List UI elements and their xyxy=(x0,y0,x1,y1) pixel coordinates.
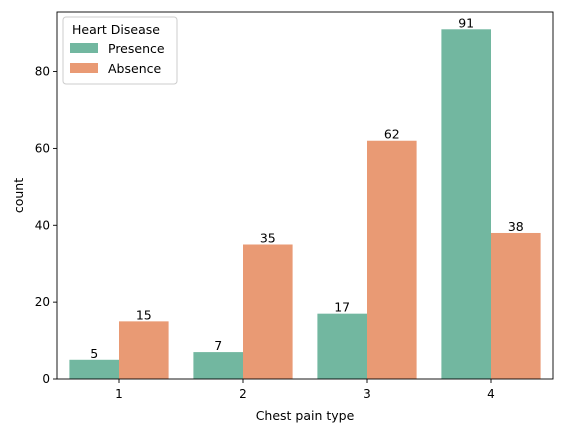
y-axis-title: count xyxy=(11,178,26,213)
x-tick-label: 3 xyxy=(363,387,371,401)
bar-absence-4 xyxy=(491,232,541,379)
y-tick-label: 60 xyxy=(35,141,50,155)
y-tick-label: 40 xyxy=(35,218,50,232)
x-tick-label: 4 xyxy=(487,387,495,401)
x-axis-title: Chest pain type xyxy=(256,408,355,423)
x-tick-label: 1 xyxy=(115,387,123,401)
legend-title: Heart Disease xyxy=(72,22,160,37)
legend-swatch-absence xyxy=(70,63,98,73)
y-axis: 0 20 40 60 80 xyxy=(35,65,57,386)
plot-frame xyxy=(56,11,554,380)
bar-presence-1 xyxy=(69,359,119,379)
data-label-presence-4: 91 xyxy=(458,15,474,30)
data-label-absence-2: 35 xyxy=(260,230,276,245)
x-axis: 1 2 3 4 xyxy=(115,379,495,401)
data-label-absence-1: 15 xyxy=(136,307,152,322)
legend-label-absence: Absence xyxy=(108,61,161,76)
legend: Heart Disease Presence Absence xyxy=(62,16,178,85)
data-label-presence-2: 7 xyxy=(214,338,222,353)
y-tick-label: 20 xyxy=(35,295,50,309)
legend-swatch-presence xyxy=(70,43,98,53)
bar-absence-2 xyxy=(243,244,293,379)
y-tick-label: 0 xyxy=(42,372,50,386)
bar-absence-1 xyxy=(119,321,169,379)
bar-presence-2 xyxy=(193,352,243,379)
bars-group xyxy=(69,29,541,380)
bar-presence-4 xyxy=(441,29,491,380)
data-label-absence-4: 38 xyxy=(508,219,524,234)
bar-absence-3 xyxy=(367,140,417,379)
data-label-absence-3: 62 xyxy=(384,127,400,142)
y-tick-label: 80 xyxy=(35,65,50,79)
data-label-presence-1: 5 xyxy=(90,346,98,361)
data-labels-group: 5 15 7 35 17 62 91 38 xyxy=(90,15,524,360)
x-tick-label: 2 xyxy=(239,387,247,401)
bar-presence-3 xyxy=(317,313,367,379)
data-label-presence-3: 17 xyxy=(334,300,350,315)
legend-label-presence: Presence xyxy=(108,41,165,56)
